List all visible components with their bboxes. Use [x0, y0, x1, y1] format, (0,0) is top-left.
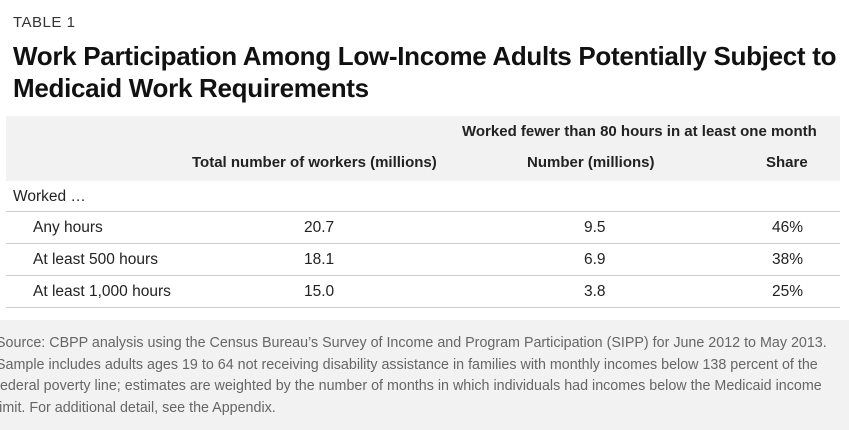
header-spanning: Worked fewer than 80 hours in at least o…	[462, 123, 817, 140]
row-total: 15.0	[304, 283, 335, 300]
table-label: TABLE 1	[13, 14, 76, 31]
header-total-workers: Total number of workers (millions)	[192, 154, 437, 171]
table-row: At least 500 hours 18.1 6.9 38%	[6, 244, 840, 276]
group-label: Worked …	[13, 188, 86, 205]
group-row: Worked …	[6, 181, 840, 212]
data-table: Worked fewer than 80 hours in at least o…	[6, 116, 840, 308]
table-title: Work Participation Among Low-Income Adul…	[13, 41, 837, 103]
header-number: Number (millions)	[527, 154, 655, 171]
row-label: At least 500 hours	[33, 251, 158, 268]
row-number: 9.5	[584, 219, 606, 236]
row-share: 38%	[772, 251, 804, 268]
table-row: Any hours 20.7 9.5 46%	[6, 212, 840, 244]
table-row: At least 1,000 hours 15.0 3.8 25%	[6, 276, 840, 308]
row-number: 3.8	[584, 283, 606, 300]
row-total: 20.7	[304, 219, 335, 236]
header-share: Share	[766, 154, 808, 171]
row-label: Any hours	[33, 219, 103, 236]
row-share: 25%	[772, 283, 804, 300]
row-number: 6.9	[584, 251, 606, 268]
row-share: 46%	[772, 219, 804, 236]
table-header: Worked fewer than 80 hours in at least o…	[6, 116, 840, 181]
row-total: 18.1	[304, 251, 335, 268]
source-note: Source: CBPP analysis using the Census B…	[0, 320, 849, 430]
row-label: At least 1,000 hours	[33, 283, 171, 300]
source-text: Source: CBPP analysis using the Census B…	[0, 335, 827, 416]
